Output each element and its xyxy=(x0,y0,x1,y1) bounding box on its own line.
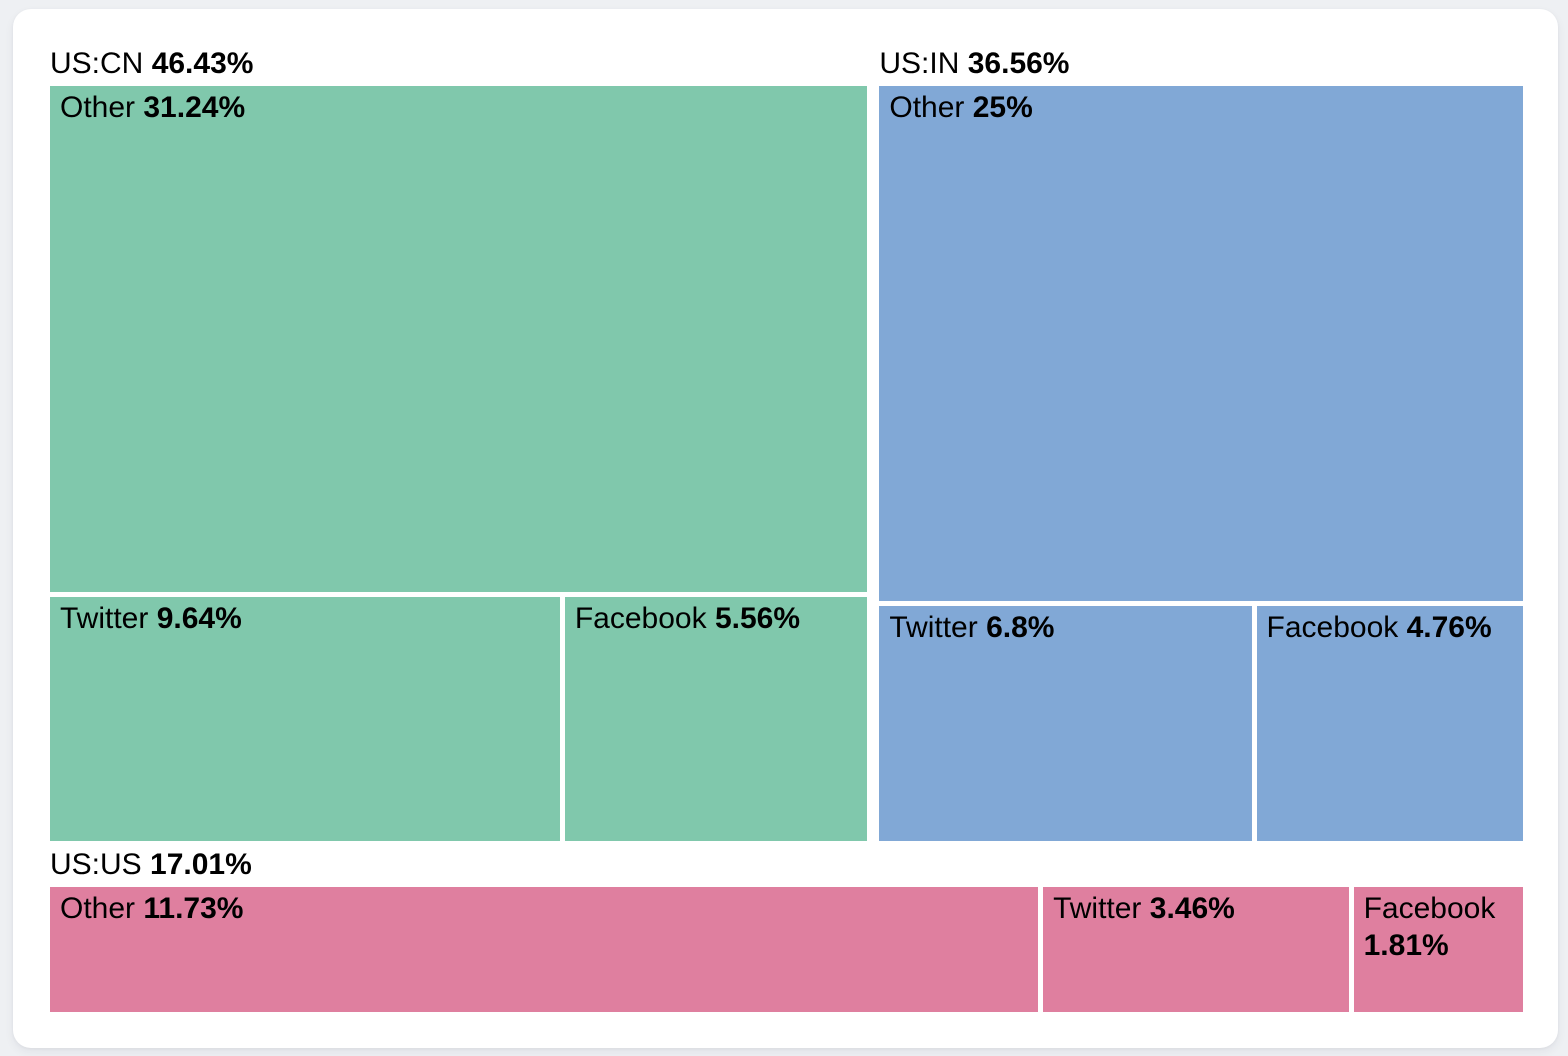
treemap-cell-us-cn-other[interactable]: Other 31.24% xyxy=(50,86,868,593)
treemap-cell-us-in-facebook[interactable]: Facebook 4.76% xyxy=(1256,605,1523,841)
group-header-us-in: US:IN 36.56% xyxy=(879,47,1523,80)
treemap-cell-us-cn-twitter[interactable]: Twitter 9.64% xyxy=(50,597,560,841)
treemap-group-us-in: US:IN 36.56% Other 25% Twitter 6.8% xyxy=(879,49,1523,841)
cell-value: 31.24% xyxy=(143,91,246,124)
group-label: US:CN xyxy=(50,47,144,80)
cell-value: 5.56% xyxy=(714,602,801,636)
cell-label: Other xyxy=(889,91,965,124)
group-value: 36.56% xyxy=(967,47,1070,80)
group-header-us-us: US:US 17.01% xyxy=(50,847,1523,881)
cell-value: 9.64% xyxy=(156,602,242,636)
cell-label: Facebook xyxy=(1363,891,1496,925)
group-body-us-cn: Other 31.24% Twitter 9.64% Facebook 5.56… xyxy=(50,86,868,841)
group-subrow-us-cn: Twitter 9.64% Facebook 5.56% xyxy=(50,597,868,841)
cell-value: 3.46% xyxy=(1149,891,1235,925)
cell-label: Facebook xyxy=(1266,610,1399,644)
cell-value: 11.73% xyxy=(143,891,244,925)
cell-value: 6.8% xyxy=(986,610,1055,644)
cell-label: Facebook xyxy=(574,602,707,636)
treemap-cell-us-us-facebook[interactable]: Facebook 1.81% xyxy=(1353,886,1523,1012)
treemap-row-bottom: US:US 17.01% Other 11.73% Twitter 3.46% … xyxy=(50,847,1523,1012)
treemap-cell-us-us-twitter[interactable]: Twitter 3.46% xyxy=(1043,886,1349,1012)
treemap-cell-us-in-other[interactable]: Other 25% xyxy=(879,86,1523,601)
cell-label: Other xyxy=(60,91,136,124)
treemap-cell-us-us-other[interactable]: Other 11.73% xyxy=(50,886,1039,1012)
treemap-chart: US:CN 46.43% Other 31.24% Twitter 9.64% xyxy=(50,49,1523,1012)
cell-label: Twitter xyxy=(889,610,978,644)
group-header-us-cn: US:CN 46.43% xyxy=(50,47,867,80)
group-body-us-us: Other 11.73% Twitter 3.46% Facebook 1.81… xyxy=(50,886,1523,1012)
treemap-row-top: US:CN 46.43% Other 31.24% Twitter 9.64% xyxy=(50,49,1523,841)
group-body-us-in: Other 25% Twitter 6.8% Facebook 4.76% xyxy=(879,86,1523,841)
cell-label: Other xyxy=(60,891,136,925)
cell-label: Twitter xyxy=(60,602,149,636)
cell-value: 1.81% xyxy=(1363,928,1449,962)
cell-value: 4.76% xyxy=(1406,610,1492,644)
group-label: US:US xyxy=(50,847,142,881)
group-value: 17.01% xyxy=(150,847,252,881)
group-value: 46.43% xyxy=(151,47,254,80)
treemap-cell-us-in-twitter[interactable]: Twitter 6.8% xyxy=(879,605,1252,841)
cell-label: Twitter xyxy=(1053,891,1142,925)
treemap-card: US:CN 46.43% Other 31.24% Twitter 9.64% xyxy=(13,9,1558,1048)
treemap-group-us-cn: US:CN 46.43% Other 31.24% Twitter 9.64% xyxy=(50,47,868,841)
group-subrow-us-in: Twitter 6.8% Facebook 4.76% xyxy=(879,605,1523,841)
cell-value: 25% xyxy=(972,91,1033,124)
treemap-cell-us-cn-facebook[interactable]: Facebook 5.56% xyxy=(564,597,868,841)
treemap-group-us-us: US:US 17.01% Other 11.73% Twitter 3.46% … xyxy=(50,847,1523,1012)
group-label: US:IN xyxy=(879,47,960,80)
